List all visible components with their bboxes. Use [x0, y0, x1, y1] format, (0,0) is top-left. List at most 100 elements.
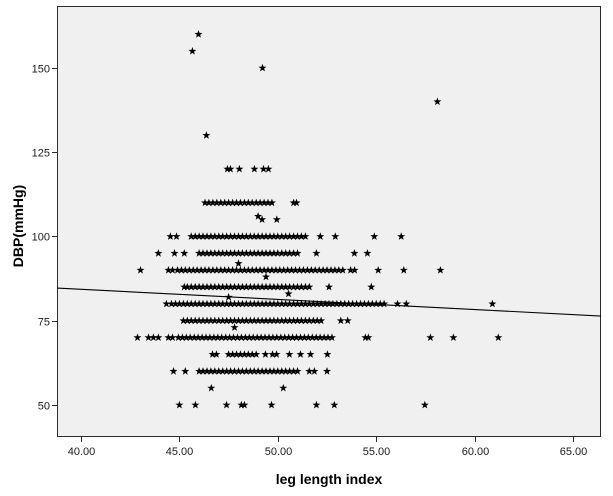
data-point	[281, 282, 290, 291]
data-point	[136, 266, 145, 274]
data-point	[372, 299, 381, 308]
data-point	[273, 232, 282, 240]
data-point	[203, 367, 211, 375]
data-point	[230, 323, 239, 331]
x-axis-title: leg length index	[276, 471, 383, 487]
data-point	[234, 316, 243, 325]
data-point	[289, 316, 298, 325]
data-point	[258, 316, 267, 325]
data-point	[272, 333, 281, 341]
data-point	[191, 316, 200, 325]
data-point	[214, 232, 223, 240]
data-point	[217, 333, 226, 341]
data-point	[261, 333, 269, 341]
data-point	[312, 333, 321, 341]
data-point	[240, 266, 249, 274]
data-point	[266, 249, 274, 257]
data-point	[289, 198, 298, 207]
data-point	[402, 299, 411, 308]
data-point	[265, 333, 273, 341]
data-point	[258, 367, 267, 375]
data-point	[283, 266, 292, 274]
data-point	[238, 316, 247, 325]
data-point	[175, 400, 184, 409]
data-point	[230, 249, 239, 257]
data-point	[293, 299, 302, 308]
data-point	[133, 333, 142, 341]
data-point	[266, 367, 274, 375]
data-point	[305, 299, 314, 308]
data-point	[376, 299, 385, 308]
data-point	[449, 333, 458, 341]
data-point	[237, 400, 246, 409]
data-point	[199, 299, 207, 308]
data-point	[228, 198, 237, 207]
data-point	[206, 232, 215, 240]
data-point	[293, 249, 302, 257]
y-tick-label: 150	[32, 64, 50, 76]
data-point	[281, 249, 290, 257]
data-point	[336, 299, 345, 308]
data-point	[206, 299, 215, 308]
data-point	[324, 333, 332, 341]
data-point	[420, 400, 429, 409]
data-point	[203, 282, 211, 291]
data-point	[229, 333, 238, 341]
data-point	[323, 350, 332, 358]
data-point	[199, 282, 207, 291]
data-point	[262, 232, 270, 240]
data-point	[242, 249, 251, 257]
data-point	[303, 266, 312, 274]
data-point	[238, 232, 247, 240]
data-point	[273, 367, 282, 375]
data-point	[218, 316, 227, 325]
data-point	[194, 30, 203, 38]
data-point	[309, 299, 318, 308]
data-point	[325, 299, 333, 308]
data-point	[181, 367, 190, 375]
data-point	[285, 316, 294, 325]
data-point	[199, 316, 207, 325]
data-point	[236, 198, 245, 207]
data-point	[250, 316, 259, 325]
data-point	[254, 282, 263, 291]
data-point	[293, 282, 302, 291]
data-point	[275, 266, 284, 274]
data-point	[206, 367, 215, 375]
data-point	[289, 232, 298, 240]
data-point	[343, 316, 352, 325]
data-point	[325, 282, 333, 291]
data-point	[258, 63, 267, 72]
data-point	[226, 249, 235, 257]
y-axis-title: DBP(mmHg)	[10, 185, 26, 267]
data-point	[254, 367, 263, 375]
data-point	[309, 316, 318, 325]
data-point	[226, 232, 235, 240]
data-point	[296, 333, 305, 341]
data-point	[262, 282, 270, 291]
data-point	[368, 299, 377, 308]
data-point	[232, 266, 241, 274]
data-point	[195, 249, 204, 257]
data-point	[328, 299, 337, 308]
data-point	[315, 266, 324, 274]
data-point	[242, 367, 251, 375]
data-point	[285, 282, 294, 291]
data-point	[301, 299, 310, 308]
data-point	[202, 333, 210, 341]
data-point	[162, 299, 171, 308]
data-point	[289, 299, 298, 308]
data-point	[374, 266, 383, 274]
data-point	[177, 266, 186, 274]
data-point	[273, 316, 282, 325]
data-point	[222, 316, 231, 325]
data-point	[226, 367, 235, 375]
data-point	[277, 299, 286, 308]
data-point	[269, 282, 278, 291]
data-point	[223, 164, 232, 173]
data-point	[253, 333, 262, 341]
data-point	[218, 299, 227, 308]
data-point	[327, 266, 335, 274]
data-point	[287, 266, 296, 274]
data-point	[338, 266, 347, 274]
